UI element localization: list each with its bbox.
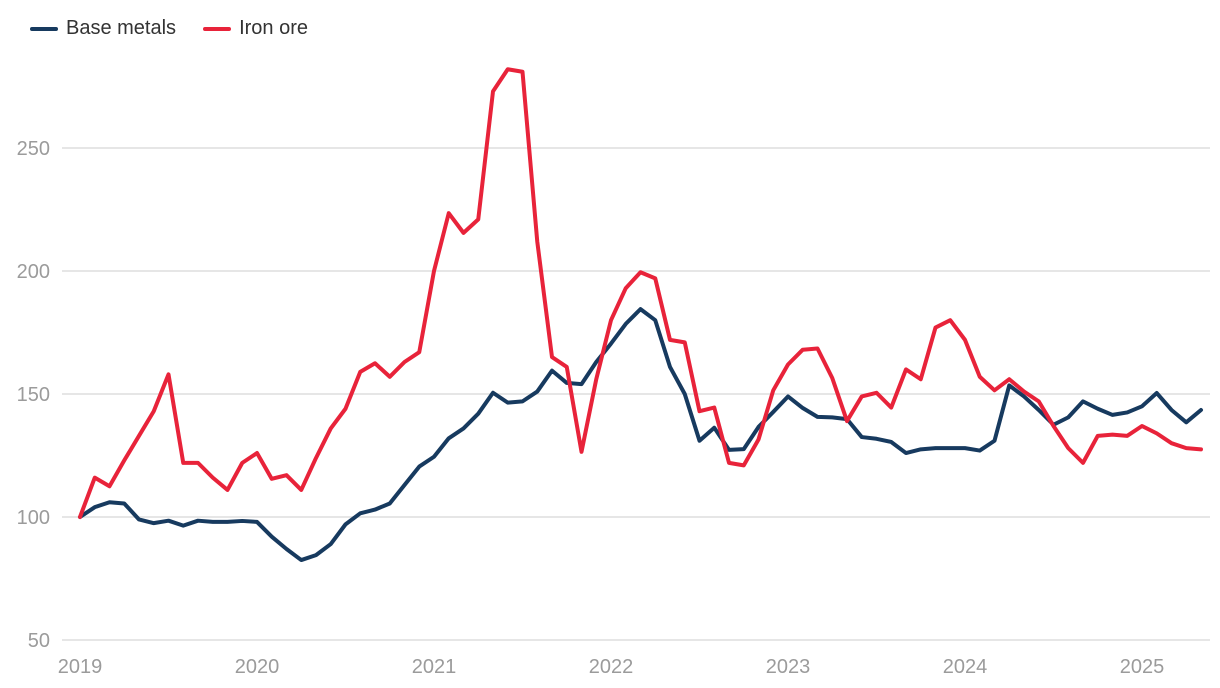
y-axis-tick-label-250: 250 — [17, 138, 50, 160]
y-axis-tick-label-100: 100 — [17, 507, 50, 529]
y-axis-tick-label-200: 200 — [17, 261, 50, 283]
x-axis-tick-label-2020: 2020 — [235, 656, 280, 678]
x-axis-tick-label-2022: 2022 — [589, 656, 634, 678]
series-line-base-metals — [78, 307, 1203, 563]
y-axis-tick-label-50: 50 — [28, 630, 50, 652]
legend-label-iron-ore: Iron ore — [239, 17, 308, 39]
legend-label-base-metals: Base metals — [66, 17, 177, 39]
base-metals-line-swatch-icon — [30, 26, 58, 31]
x-axis-tick-label-2021: 2021 — [412, 656, 457, 678]
x-axis-tick-label-2025: 2025 — [1120, 656, 1165, 678]
x-axis-tick-label-2023: 2023 — [766, 656, 811, 678]
legend: Base metals Iron ore — [30, 17, 308, 40]
y-axis-tick-label-150: 150 — [17, 384, 50, 406]
x-axis-tick-label-2019: 2019 — [58, 656, 103, 678]
legend-item-base-metals: Base metals — [30, 17, 176, 40]
iron-ore-line-swatch-icon — [203, 26, 232, 31]
x-axis-tick-label-2024: 2024 — [943, 656, 988, 678]
series-line-iron-ore — [78, 67, 1203, 519]
legend-item-iron-ore: Iron ore — [203, 17, 308, 40]
